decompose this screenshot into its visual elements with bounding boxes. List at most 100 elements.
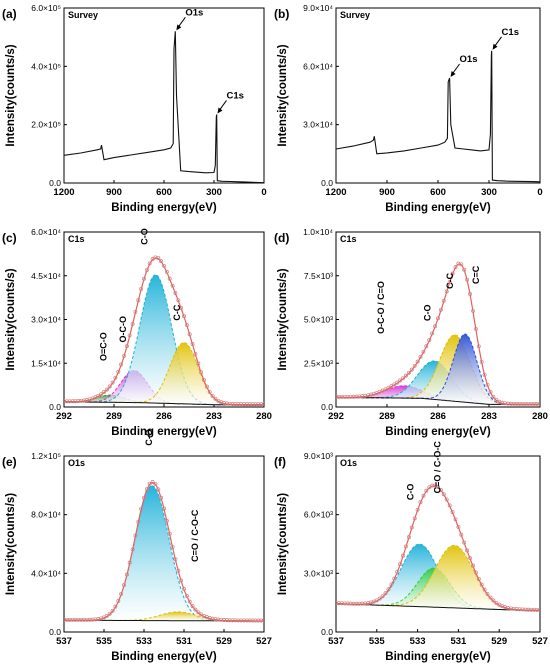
raw-data-point <box>392 576 397 581</box>
raw-data-point <box>256 618 261 623</box>
raw-data-point <box>418 354 423 359</box>
raw-data-point <box>179 306 184 310</box>
y-tick-label: 3.0×10⁴ <box>303 120 333 130</box>
y-tick-label: 0.0 <box>321 178 333 188</box>
raw-data-point <box>409 367 414 372</box>
x-axis-title: Binding energy(eV) <box>385 651 491 663</box>
raw-data-point <box>471 308 475 313</box>
y-tick-label: 5.0×10³ <box>304 315 333 325</box>
raw-data-point <box>401 376 405 381</box>
raw-data-point <box>436 316 440 321</box>
raw-data-point <box>199 370 204 375</box>
raw-data-point <box>207 389 212 394</box>
raw-data-point <box>383 591 388 596</box>
raw-data-point <box>418 500 423 505</box>
raw-data-point <box>398 562 403 567</box>
raw-data-point <box>395 569 400 574</box>
raw-data-point <box>173 557 178 562</box>
panel-d: (d) C1s 0.0 2.5×10³ 5.0×10³ 7.5×10³ 1.0×10⁴ 292… <box>274 227 548 438</box>
raw-data-point <box>392 382 397 387</box>
raw-data-point <box>133 533 138 538</box>
raw-data-point <box>401 553 405 558</box>
raw-data-point <box>479 359 484 364</box>
x-tick-label: 600 <box>156 187 172 198</box>
x-tick-label: 283 <box>206 411 222 422</box>
raw-data-point <box>70 617 75 622</box>
x-tick-label: 289 <box>379 411 395 422</box>
panel-name: Survey <box>340 10 370 20</box>
peak-label: O-C-O <box>118 316 128 343</box>
arrow-head <box>176 24 182 31</box>
y-tick-label: 1.5×10⁴ <box>31 358 61 368</box>
peak-fill <box>336 545 540 611</box>
raw-data-point <box>76 617 81 622</box>
raw-data-point <box>187 332 192 337</box>
y-tick-label: 6.0×10⁴ <box>31 227 61 237</box>
peak-label: C-C <box>172 304 182 320</box>
raw-data-point <box>110 608 115 613</box>
raw-data-point <box>406 370 411 375</box>
x-tick-label: 535 <box>96 636 113 647</box>
x-tick-label: 537 <box>56 636 72 647</box>
raw-data-point <box>403 373 408 378</box>
plot-area <box>64 31 264 183</box>
raw-data-point <box>476 576 481 581</box>
panel-letter: (f) <box>274 455 286 469</box>
raw-data-point <box>450 271 455 276</box>
raw-data-point <box>462 540 467 545</box>
raw-data-point <box>119 591 124 596</box>
raw-data-point <box>473 326 478 331</box>
background-line <box>336 603 540 611</box>
raw-data-point <box>250 618 255 623</box>
raw-data-point <box>433 324 438 329</box>
raw-data-point <box>459 532 464 537</box>
peak-fill <box>64 274 264 405</box>
y-tick-label: 3.0×10³ <box>304 568 333 578</box>
peak-label: C-O <box>423 304 433 321</box>
raw-data-point <box>193 351 198 356</box>
raw-data-point <box>427 485 432 490</box>
raw-data-point <box>406 535 411 540</box>
raw-data-point <box>142 495 146 500</box>
raw-data-point <box>76 399 81 403</box>
raw-data-point <box>184 593 189 598</box>
raw-data-point <box>471 563 475 568</box>
panel-e: (e) O1s 0.0 4.0×10⁴ 8.0×10⁴ 1.2×10⁵ 537 535 533 5… <box>2 429 272 663</box>
raw-data-point <box>447 503 452 508</box>
raw-data-point <box>456 524 461 529</box>
raw-data-point <box>485 592 490 596</box>
raw-data-point <box>144 268 149 273</box>
y-tick-label: 8.0×10⁴ <box>31 510 61 520</box>
panel-letter: (b) <box>274 7 289 21</box>
y-axis-title: Intensity(counts/s) <box>5 44 17 146</box>
raw-data-point <box>415 359 420 364</box>
raw-data-point <box>182 586 186 591</box>
x-tick-label: 300 <box>206 187 222 198</box>
peak-label: C=O / C-O-C <box>432 441 442 494</box>
y-axis-title: Intensity(counts/s) <box>5 268 17 370</box>
raw-data-point <box>159 495 164 500</box>
x-tick-label: 900 <box>379 187 395 198</box>
raw-data-point <box>159 259 164 264</box>
raw-data-point <box>395 380 400 385</box>
raw-data-point <box>380 594 385 599</box>
raw-data-point <box>250 402 255 407</box>
panel-letter: (a) <box>2 7 17 21</box>
raw-data-point <box>190 604 195 609</box>
raw-data-point <box>196 610 201 615</box>
raw-data-point <box>374 598 379 603</box>
peak-label: C=C <box>471 265 481 284</box>
panel-b: (b) Survey 0.0 3.0×10⁴ 6.0×10⁴ 9.0×10⁴ 1200 900… <box>274 3 543 214</box>
raw-data-point <box>99 392 104 397</box>
peak-fill <box>336 334 540 405</box>
raw-data-point <box>156 256 161 261</box>
peak-label: C-C <box>445 272 455 288</box>
raw-data-point <box>110 380 115 385</box>
x-tick-label: 527 <box>256 636 272 647</box>
raw-data-point <box>102 615 106 620</box>
plot-area <box>336 261 540 406</box>
y-tick-label: 3.0×10⁴ <box>31 315 61 325</box>
peak-annotation: C1s <box>227 90 244 101</box>
y-tick-label: 2.5×10³ <box>304 358 333 368</box>
peak-label: O=C-O <box>99 332 109 361</box>
